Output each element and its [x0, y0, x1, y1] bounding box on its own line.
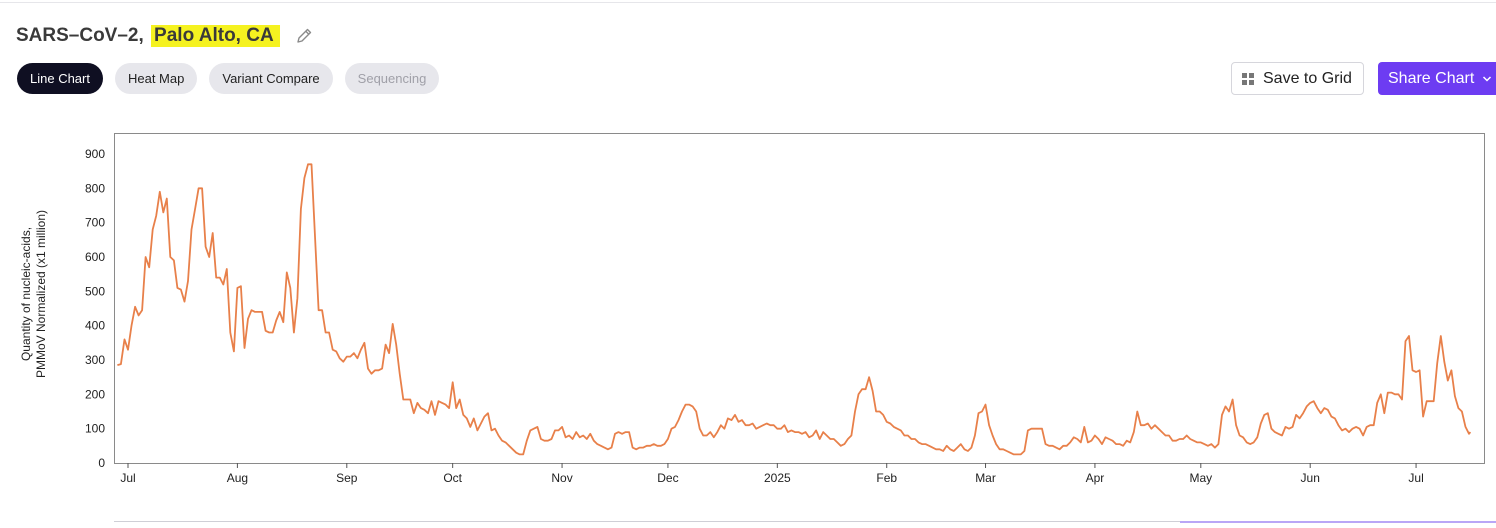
share-chart-button[interactable]: Share Chart	[1378, 62, 1496, 95]
x-tick-label: May	[1189, 471, 1212, 485]
share-chart-label: Share Chart	[1388, 69, 1475, 87]
y-axis-label: Quantity of nucleic-acids, PMMoV Normali…	[19, 210, 48, 378]
y-tick-label: 800	[85, 181, 105, 195]
x-tick-label: Aug	[227, 471, 248, 485]
title-location: Palo Alto, CA	[151, 25, 280, 47]
title-pathogen: SARS–CoV–2,	[16, 25, 150, 46]
x-tick-label: 2025	[764, 471, 791, 485]
x-tick-label: Jul	[120, 471, 135, 485]
pencil-icon[interactable]	[294, 26, 314, 46]
y-tick-label: 400	[85, 319, 105, 333]
y-tick-label: 100	[85, 422, 105, 436]
x-tick-label: Mar	[975, 471, 996, 485]
y-tick-label: 500	[85, 284, 105, 298]
panel-tab-accent	[1180, 521, 1496, 528]
x-tick-label: Apr	[1086, 471, 1105, 485]
x-tick-label: Nov	[551, 471, 572, 485]
x-tick-label: Oct	[443, 471, 462, 485]
tab-sequencing: Sequencing	[344, 63, 440, 94]
chart-frame	[114, 133, 1485, 464]
x-tick-label: Feb	[876, 471, 897, 485]
tab-heat-map[interactable]: Heat Map	[114, 63, 198, 94]
save-to-grid-label: Save to Grid	[1263, 69, 1352, 87]
y-tick-label: 600	[85, 250, 105, 264]
x-tick-label: Dec	[657, 471, 678, 485]
chevron-down-icon	[1483, 75, 1492, 82]
y-tick-label: 200	[85, 387, 105, 401]
chart-title: SARS–CoV–2, Palo Alto, CA	[16, 22, 314, 50]
y-axis-label-line-1: Quantity of nucleic-acids,	[19, 227, 33, 361]
x-tick-label: Jun	[1301, 471, 1320, 485]
x-tick-label: Sep	[336, 471, 358, 485]
top-divider	[0, 2, 1496, 3]
chart-type-tabs: Line Chart Heat Map Variant Compare Sequ…	[17, 63, 440, 94]
y-tick-label: 0	[98, 456, 105, 470]
y-tick-label: 700	[85, 216, 105, 230]
grid-icon	[1242, 72, 1254, 85]
y-tick-label: 900	[85, 147, 105, 161]
y-axis-label-line-2: PMMoV Normalized (x1 million)	[34, 210, 48, 378]
tab-line-chart[interactable]: Line Chart	[17, 63, 103, 94]
x-axis: Jul Aug Sep Oct Nov Dec 2025 Feb Mar Apr May Jun Jul	[120, 463, 1424, 485]
tab-variant-compare[interactable]: Variant Compare	[209, 63, 333, 94]
save-to-grid-button[interactable]: Save to Grid	[1231, 62, 1364, 95]
panel-divider	[114, 521, 1496, 527]
y-axis: 0 100 200 300 400 500 600 700 800 900	[85, 147, 105, 470]
y-tick-label: 300	[85, 353, 105, 367]
x-tick-label: Jul	[1408, 471, 1423, 485]
